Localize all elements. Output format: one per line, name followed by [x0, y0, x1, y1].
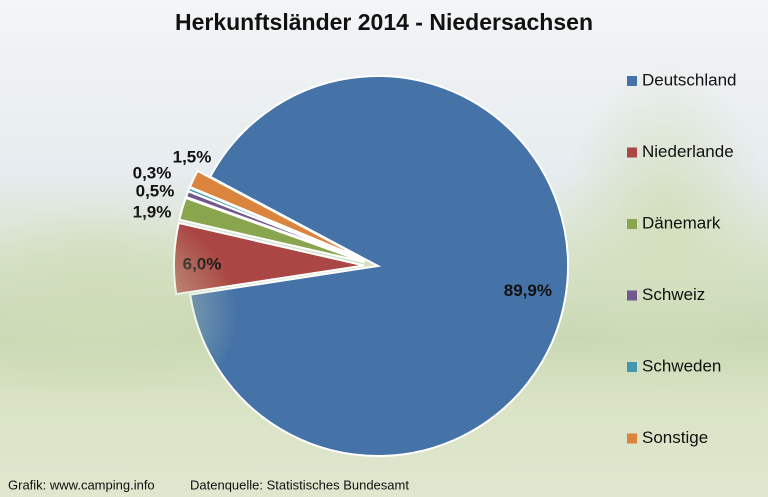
legend-label: Sonstige	[642, 428, 708, 447]
legend-label: Schweiz	[642, 285, 705, 304]
pie-slice	[188, 169, 366, 261]
data-label: 1,9%	[133, 202, 172, 221]
data-label: 89,9%	[504, 281, 552, 300]
data-label: 0,5%	[136, 181, 175, 200]
legend-swatch	[627, 147, 637, 158]
data-label: 0,3%	[133, 163, 172, 182]
legend-swatch	[627, 433, 637, 444]
footnote: Datenquelle: Statistisches Bundesamt	[190, 477, 409, 492]
legend-label: Schweden	[642, 356, 721, 375]
footnote: Grafik: www.camping.info	[8, 477, 155, 492]
legend-swatch	[627, 290, 637, 301]
legend-swatch	[627, 362, 637, 372]
chart-title: Herkunftsländer 2014 - Niedersachsen	[175, 9, 593, 35]
pie-slice	[189, 75, 569, 457]
legend-swatch	[627, 76, 637, 86]
data-label: 1,5%	[173, 147, 212, 166]
legend-swatch	[627, 219, 637, 229]
legend-label: Niederlande	[642, 142, 734, 161]
legend-label: Dänemark	[642, 213, 721, 232]
data-label: 6,0%	[183, 254, 222, 273]
legend-label: Deutschland	[642, 70, 737, 89]
